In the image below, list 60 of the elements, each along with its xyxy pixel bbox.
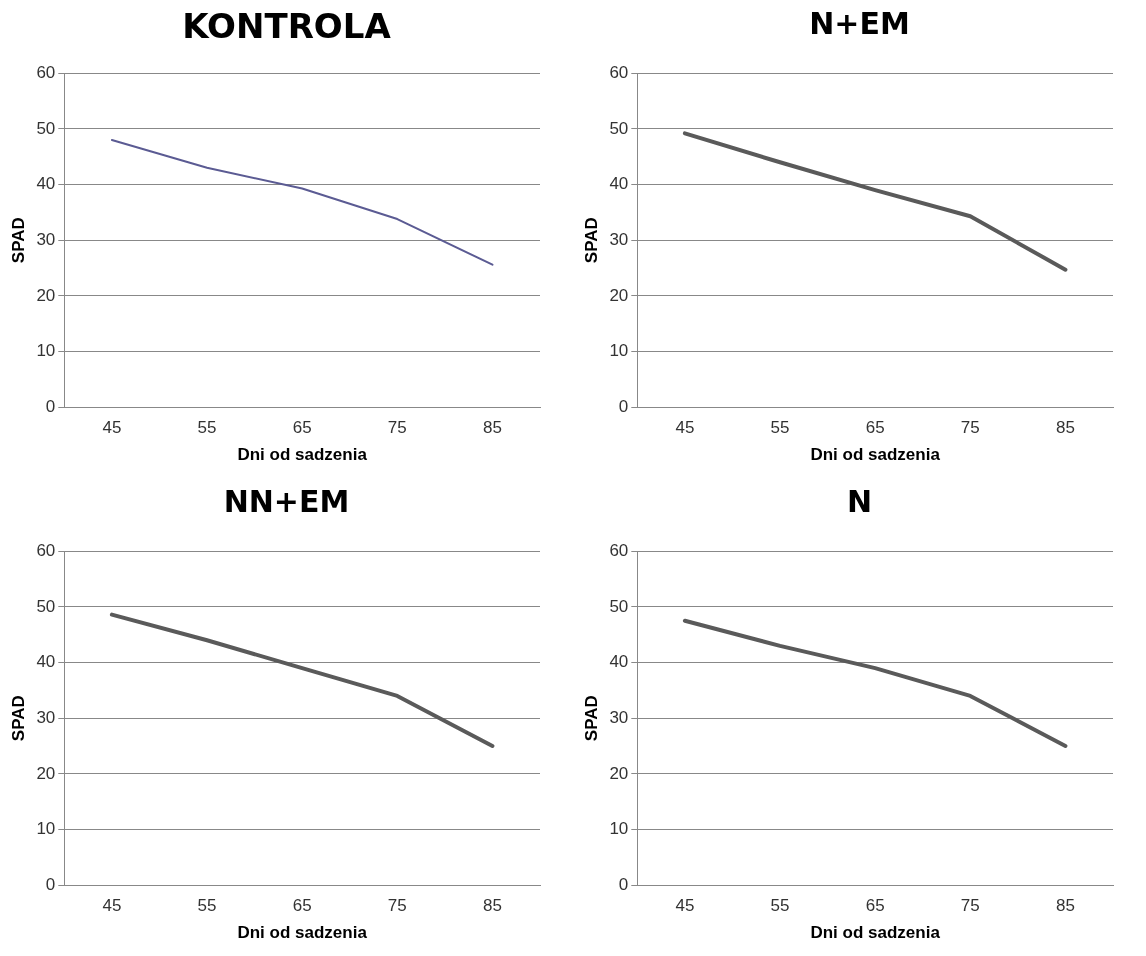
y-tick-label: 10 (36, 341, 56, 361)
x-tick-label: 45 (675, 896, 695, 916)
y-tick-label: 0 (618, 396, 629, 416)
x-tick-label: 75 (960, 418, 980, 438)
x-tick-label: 75 (387, 418, 407, 438)
x-axis-title: Dni od sadzenia (810, 923, 941, 943)
y-tick-label: 30 (36, 229, 56, 249)
y-tick-label: 50 (609, 596, 629, 616)
y-tick-label: 40 (36, 174, 56, 194)
x-tick-label: 45 (102, 896, 122, 916)
y-tick-label: 30 (609, 707, 629, 727)
y-tick-label: 50 (36, 118, 56, 138)
x-tick-label: 85 (1055, 896, 1075, 916)
y-tick-label: 0 (45, 396, 56, 416)
y-tick-label: 10 (609, 341, 629, 361)
x-tick-label: 85 (1055, 418, 1075, 438)
y-tick-label: 30 (36, 707, 56, 727)
chart-title: N+EM (808, 6, 911, 41)
x-tick-label: 85 (482, 418, 502, 438)
chart-title: N (845, 484, 874, 519)
y-tick-label: 30 (609, 229, 629, 249)
y-tick-label: 0 (45, 874, 56, 894)
x-tick-label: 65 (292, 418, 312, 438)
y-tick-label: 10 (609, 819, 629, 839)
x-tick-label: 65 (865, 418, 885, 438)
x-tick-label: 65 (292, 896, 312, 916)
y-axis-title: SPAD (8, 695, 28, 742)
x-tick-label: 85 (482, 896, 502, 916)
y-tick-label: 20 (609, 285, 629, 305)
x-tick-label: 75 (960, 896, 980, 916)
y-tick-label: 0 (618, 874, 629, 894)
y-tick-label: 20 (36, 285, 56, 305)
x-axis-title: Dni od sadzenia (237, 445, 368, 465)
y-tick-label: 20 (609, 763, 629, 783)
x-tick-label: 45 (675, 418, 695, 438)
x-axis-title: Dni od sadzenia (810, 445, 941, 465)
x-tick-label: 65 (865, 896, 885, 916)
y-tick-label: 10 (36, 819, 56, 839)
x-tick-label: 55 (197, 418, 217, 438)
y-tick-label: 50 (609, 118, 629, 138)
chart-title: NN+EM (222, 484, 351, 519)
y-tick-label: 60 (609, 540, 629, 560)
y-tick-label: 60 (36, 540, 56, 560)
chart-title: KONTROLA (181, 6, 392, 46)
x-tick-label: 45 (102, 418, 122, 438)
y-tick-label: 40 (36, 652, 56, 672)
x-tick-label: 55 (770, 418, 790, 438)
y-axis-title: SPAD (8, 217, 28, 264)
y-tick-label: 40 (609, 174, 629, 194)
x-tick-label: 55 (197, 896, 217, 916)
y-tick-label: 20 (36, 763, 56, 783)
y-axis-title: SPAD (581, 217, 601, 264)
y-tick-label: 40 (609, 652, 629, 672)
y-axis-title: SPAD (581, 695, 601, 742)
x-tick-label: 55 (770, 896, 790, 916)
y-tick-label: 60 (609, 62, 629, 82)
x-axis-title: Dni od sadzenia (237, 923, 368, 943)
y-tick-label: 60 (36, 62, 56, 82)
y-tick-label: 50 (36, 596, 56, 616)
x-tick-label: 75 (387, 896, 407, 916)
